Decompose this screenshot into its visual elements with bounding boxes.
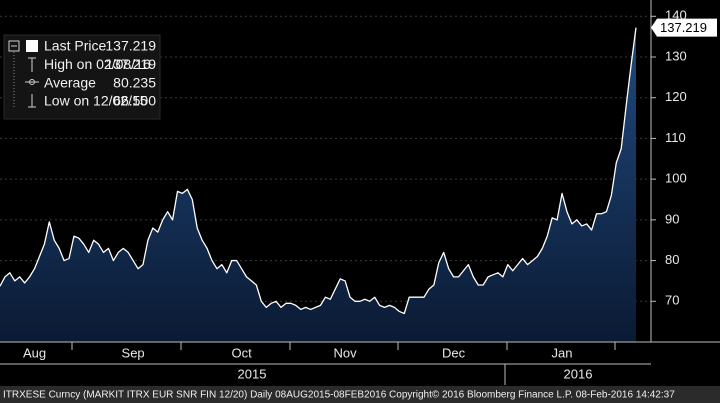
y-tick-label: 130 <box>665 48 687 63</box>
area <box>0 27 636 343</box>
footer-text: ITRXESE Curncy (MARKIT ITRX EUR SNR FIN … <box>3 390 675 401</box>
legend-label: Last Price <box>44 38 106 54</box>
x-tick-label: Aug <box>23 345 46 360</box>
data-layer <box>0 27 637 343</box>
y-tick-label: 90 <box>665 211 679 226</box>
x-tick-label: Nov <box>334 345 358 360</box>
footer: ITRXESE Curncy (MARKIT ITRX EUR SNR FIN … <box>0 386 720 403</box>
legend-label: Low on 12/02/15 <box>44 93 148 109</box>
last-price-tag <box>651 18 717 37</box>
price-line <box>0 27 637 315</box>
y-tick-label: 70 <box>665 293 679 308</box>
footer-bar <box>0 386 720 403</box>
legend-value: 137.219 <box>105 56 156 72</box>
legend-value: 66.500 <box>113 93 156 109</box>
y-tick-label: 100 <box>665 171 687 186</box>
year-label: 2016 <box>564 366 593 381</box>
legend-value: 137.219 <box>105 38 156 54</box>
year-label: 2015 <box>238 366 267 381</box>
last-price-label: 137.219 <box>660 20 707 35</box>
legend-value: 80.235 <box>113 74 156 90</box>
legend-label: Average <box>44 74 96 90</box>
y-tick-label: 80 <box>665 252 679 267</box>
x-tick-label: Oct <box>231 345 252 360</box>
legend-label: High on 02/08/16 <box>44 56 151 72</box>
legend-swatch <box>26 40 38 52</box>
y-tick-label: 120 <box>665 89 687 104</box>
x-tick-label: Jan <box>552 345 573 360</box>
legend-average-icon <box>29 79 35 85</box>
x-tick-label: Dec <box>442 345 466 360</box>
x-tick-label: Sep <box>122 345 145 360</box>
legend-collapse-icon <box>8 40 20 52</box>
y-tick-label: 110 <box>665 130 686 145</box>
